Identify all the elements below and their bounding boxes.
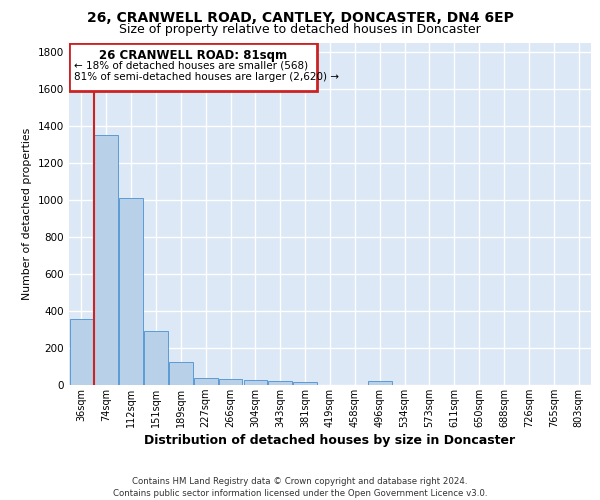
X-axis label: Distribution of detached houses by size in Doncaster: Distribution of detached houses by size … <box>145 434 515 447</box>
Bar <box>194 378 218 385</box>
Text: Contains HM Land Registry data © Crown copyright and database right 2024.
Contai: Contains HM Land Registry data © Crown c… <box>113 477 487 498</box>
Bar <box>144 332 168 385</box>
Bar <box>119 198 143 385</box>
Text: 26, CRANWELL ROAD, CANTLEY, DONCASTER, DN4 6EP: 26, CRANWELL ROAD, CANTLEY, DONCASTER, D… <box>86 12 514 26</box>
Text: 81% of semi-detached houses are larger (2,620) →: 81% of semi-detached houses are larger (… <box>74 72 340 82</box>
Bar <box>293 382 317 385</box>
Bar <box>219 379 242 385</box>
Text: ← 18% of detached houses are smaller (568): ← 18% of detached houses are smaller (56… <box>74 60 308 70</box>
Text: Size of property relative to detached houses in Doncaster: Size of property relative to detached ho… <box>119 23 481 36</box>
Bar <box>169 362 193 385</box>
Bar <box>94 135 118 385</box>
Bar <box>244 380 267 385</box>
Y-axis label: Number of detached properties: Number of detached properties <box>22 128 32 300</box>
Bar <box>70 320 93 385</box>
Bar <box>70 44 317 90</box>
Bar <box>268 382 292 385</box>
Text: 26 CRANWELL ROAD: 81sqm: 26 CRANWELL ROAD: 81sqm <box>99 49 287 62</box>
Bar <box>368 381 392 385</box>
